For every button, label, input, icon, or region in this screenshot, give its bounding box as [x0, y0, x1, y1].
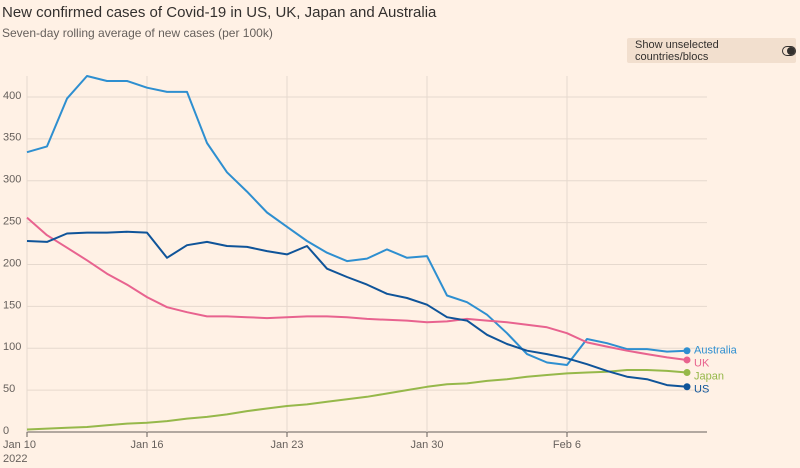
end-dot: [683, 356, 691, 364]
end-dot: [683, 347, 691, 355]
series-label: Australia: [694, 345, 738, 357]
x-tick-label: Jan 16: [130, 439, 163, 451]
series-line: [26, 369, 688, 431]
x-tick-label: Feb 6: [553, 439, 581, 451]
toggle-label: Show unselected countries/blocs: [635, 38, 719, 63]
toggle-button[interactable]: Show unselected countries/blocs: [627, 38, 796, 63]
y-tick-label: 200: [3, 257, 21, 269]
toggle-switch: [781, 45, 796, 56]
end-dot: [683, 383, 691, 391]
x-tick-label: Jan 10: [3, 439, 36, 451]
x-year-label: 2022: [3, 453, 27, 465]
y-tick-label: 100: [3, 341, 21, 353]
series-line: [26, 216, 688, 361]
end-dot: [683, 369, 691, 377]
y-tick-label: 350: [3, 132, 21, 144]
chart-title: New confirmed cases of Covid-19 in US, U…: [2, 4, 437, 21]
y-tick-label: 400: [3, 90, 21, 102]
x-tick-label: Jan 23: [270, 439, 303, 451]
y-tick-label: 300: [3, 174, 21, 186]
series-line: [26, 230, 688, 388]
chart-subtitle: Seven-day rolling average of new cases (…: [2, 26, 273, 40]
y-tick-label: 50: [3, 383, 15, 395]
y-tick-label: 250: [3, 215, 21, 227]
y-tick-label: 150: [3, 299, 21, 311]
y-tick-label: 0: [3, 425, 9, 437]
series-label: UK: [694, 358, 710, 370]
x-tick-label: Jan 30: [410, 439, 443, 451]
series-label: US: [694, 384, 709, 396]
series-label: Japan: [694, 371, 724, 383]
series-line: [26, 75, 688, 366]
